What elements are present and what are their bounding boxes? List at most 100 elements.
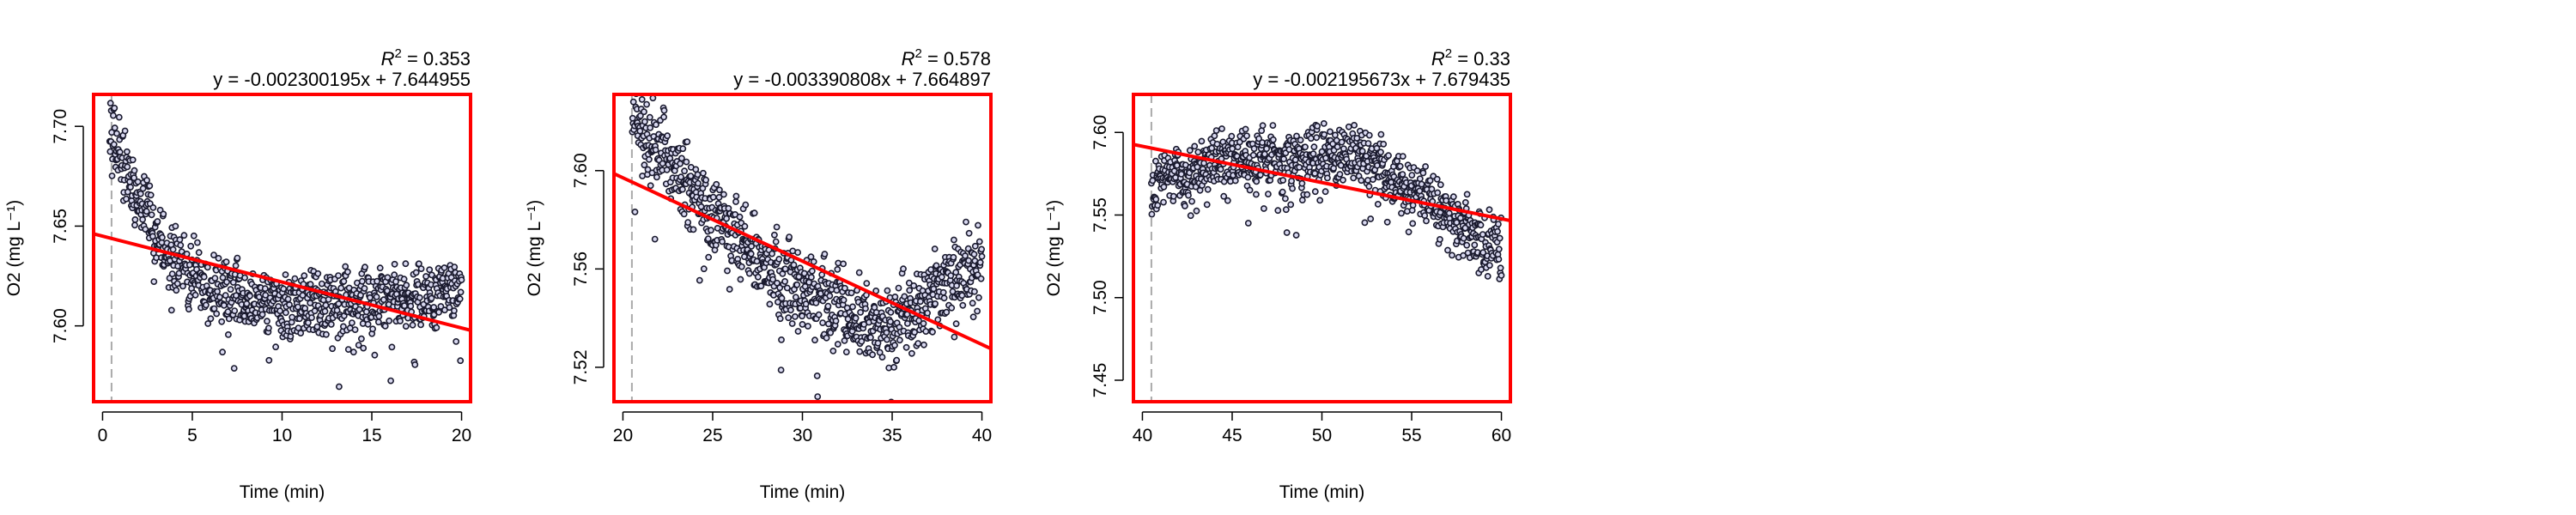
data-point bbox=[1310, 143, 1318, 151]
data-point bbox=[108, 172, 116, 179]
x-tick-label: 55 bbox=[1401, 426, 1421, 445]
data-point bbox=[1413, 167, 1421, 174]
data-point bbox=[1437, 181, 1444, 189]
data-point bbox=[1148, 210, 1156, 218]
data-point bbox=[391, 260, 398, 268]
data-point bbox=[975, 294, 982, 301]
data-point bbox=[1445, 209, 1453, 217]
data-point bbox=[1396, 162, 1404, 170]
data-point bbox=[900, 265, 907, 273]
data-point bbox=[753, 258, 761, 265]
data-point bbox=[810, 258, 817, 265]
data-point bbox=[1444, 246, 1451, 254]
data-point bbox=[361, 264, 368, 271]
data-point bbox=[210, 251, 217, 258]
data-point bbox=[1188, 197, 1195, 205]
data-point bbox=[840, 260, 847, 268]
data-point bbox=[1426, 177, 1434, 185]
data-point bbox=[644, 166, 652, 173]
data-point bbox=[1289, 185, 1296, 192]
data-point bbox=[131, 167, 138, 174]
data-point bbox=[1261, 205, 1267, 212]
data-point bbox=[776, 315, 784, 323]
data-point bbox=[1279, 177, 1287, 184]
data-point bbox=[106, 100, 114, 107]
data-point bbox=[951, 236, 957, 244]
data-point bbox=[204, 264, 211, 271]
data-point bbox=[111, 124, 118, 131]
data-point bbox=[172, 222, 179, 230]
data-point bbox=[335, 383, 343, 391]
data-point bbox=[715, 193, 723, 201]
data-point bbox=[143, 177, 150, 184]
data-point bbox=[700, 169, 707, 177]
data-point bbox=[1297, 136, 1304, 144]
data-point bbox=[358, 277, 366, 285]
data-point bbox=[295, 303, 301, 311]
data-point bbox=[1385, 152, 1392, 160]
data-point bbox=[232, 262, 240, 270]
data-point bbox=[1269, 122, 1277, 129]
data-point bbox=[440, 264, 448, 271]
data-point bbox=[690, 226, 697, 233]
data-point bbox=[1321, 130, 1328, 138]
data-point bbox=[139, 185, 147, 192]
data-point bbox=[1358, 148, 1366, 154]
data-point bbox=[200, 273, 208, 281]
data-point bbox=[211, 275, 219, 282]
data-point bbox=[702, 176, 709, 184]
data-point bbox=[426, 266, 434, 274]
data-point bbox=[732, 198, 739, 205]
data-point bbox=[453, 337, 460, 345]
data-point bbox=[950, 253, 957, 261]
data-point bbox=[978, 245, 985, 253]
data-point bbox=[792, 312, 799, 320]
data-point bbox=[169, 245, 177, 253]
data-point bbox=[219, 274, 227, 282]
data-point bbox=[1253, 191, 1260, 198]
data-point bbox=[736, 213, 744, 221]
data-point bbox=[708, 227, 714, 234]
data-point bbox=[807, 253, 815, 261]
chart-panel-3: R2 = 0.33y = -0.002195673x + 7.679435 40 4… bbox=[1044, 46, 1512, 502]
data-point bbox=[400, 276, 408, 283]
data-point bbox=[842, 348, 850, 355]
data-point bbox=[219, 348, 226, 356]
data-point bbox=[1460, 234, 1467, 242]
data-point bbox=[1307, 135, 1315, 142]
data-point bbox=[143, 208, 150, 215]
x-tick-label: 20 bbox=[452, 426, 471, 445]
regression-equation: y = -0.002195673x + 7.679435 bbox=[1253, 69, 1510, 90]
data-point bbox=[713, 180, 720, 188]
data-point bbox=[297, 330, 305, 336]
data-point bbox=[1324, 174, 1331, 182]
data-point bbox=[910, 282, 918, 289]
data-point bbox=[191, 291, 199, 299]
data-point bbox=[679, 185, 686, 193]
data-point bbox=[1220, 192, 1228, 200]
data-point bbox=[1479, 231, 1486, 238]
data-point bbox=[952, 269, 960, 276]
data-point bbox=[1422, 163, 1429, 170]
data-point bbox=[786, 233, 793, 240]
data-point bbox=[908, 349, 915, 357]
data-point bbox=[433, 324, 440, 331]
data-point bbox=[401, 302, 408, 310]
data-point bbox=[890, 363, 897, 371]
data-point bbox=[1485, 206, 1493, 214]
data-point bbox=[852, 314, 860, 322]
data-point bbox=[1309, 150, 1317, 158]
data-point bbox=[1351, 121, 1358, 129]
data-point bbox=[1217, 166, 1224, 173]
data-point bbox=[815, 311, 823, 318]
data-point bbox=[1353, 135, 1361, 142]
data-point bbox=[814, 393, 822, 400]
r-squared-label: R2 = 0.33 bbox=[1431, 46, 1510, 70]
data-point bbox=[716, 186, 723, 194]
y-tick-label: 7.65 bbox=[51, 209, 70, 244]
data-point bbox=[947, 272, 955, 279]
plot-frame bbox=[612, 93, 993, 403]
data-point bbox=[938, 273, 945, 281]
data-point bbox=[1283, 229, 1291, 236]
data-point bbox=[311, 307, 319, 315]
